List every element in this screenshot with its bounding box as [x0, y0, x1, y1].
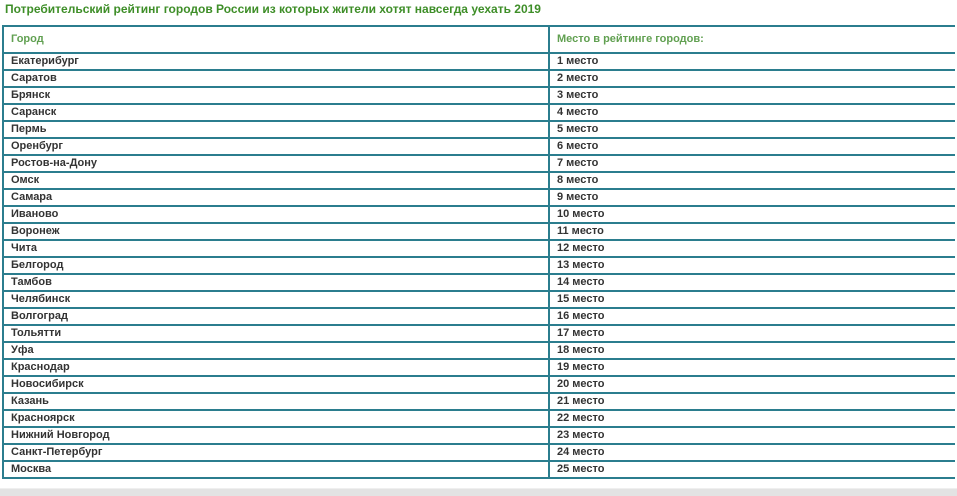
table-row: Екатерибург 1 место [4, 54, 955, 71]
place-cell: 12 место [557, 242, 605, 254]
place-cell: 17 место [557, 327, 605, 339]
table-row: Чита 12 место [4, 241, 955, 258]
place-cell: 19 место [557, 361, 605, 373]
table-header-row: Город Место в рейтинге городов: [4, 27, 955, 54]
column-header-place: Место в рейтинге городов: [557, 33, 704, 45]
city-cell: Красноярск [4, 411, 550, 426]
table-row: Брянск 3 место [4, 88, 955, 105]
city-cell: Нижний Новгород [4, 428, 550, 443]
city-cell: Волгоград [4, 309, 550, 324]
place-cell: 21 место [557, 395, 605, 407]
table-row: Оренбург 6 место [4, 139, 955, 156]
place-cell: 16 место [557, 310, 605, 322]
table-row: Волгоград 16 место [4, 309, 955, 326]
city-cell: Екатерибург [4, 54, 550, 69]
place-cell: 3 место [557, 89, 599, 101]
city-cell: Ростов-на-Дону [4, 156, 550, 171]
table-body: Екатерибург 1 место Саратов 2 место Брянск 3 … [4, 54, 955, 479]
city-cell: Брянск [4, 88, 550, 103]
place-cell: 2 место [557, 72, 599, 84]
place-cell: 9 место [557, 191, 599, 203]
place-cell: 15 место [557, 293, 605, 305]
place-cell: 24 место [557, 446, 605, 458]
place-cell: 11 место [557, 225, 604, 237]
table-row: Казань 21 место [4, 394, 955, 411]
place-cell: 14 место [557, 276, 605, 288]
city-cell: Омск [4, 173, 550, 188]
city-cell: Самара [4, 190, 550, 205]
table-row: Ростов-на-Дону 7 место [4, 156, 955, 173]
place-cell: 5 место [557, 123, 599, 135]
place-cell: 13 место [557, 259, 605, 271]
city-cell: Москва [4, 462, 550, 477]
city-cell: Челябинск [4, 292, 550, 307]
table-row: Тамбов 14 место [4, 275, 955, 292]
place-cell: 4 место [557, 106, 599, 118]
table-row: Белгород 13 место [4, 258, 955, 275]
table-row: Москва 25 место [4, 462, 955, 479]
table-row: Тольятти 17 место [4, 326, 955, 343]
city-cell: Воронеж [4, 224, 550, 239]
horizontal-scrollbar[interactable] [0, 488, 957, 496]
place-cell: 22 место [557, 412, 605, 424]
city-cell: Саранск [4, 105, 550, 120]
city-cell: Оренбург [4, 139, 550, 154]
city-cell: Саратов [4, 71, 550, 86]
table-row: Воронеж 11 место [4, 224, 955, 241]
table-row: Санкт-Петербург 24 место [4, 445, 955, 462]
city-cell: Санкт-Петербург [4, 445, 550, 460]
table-row: Самара 9 место [4, 190, 955, 207]
table-row: Челябинск 15 место [4, 292, 955, 309]
city-cell: Пермь [4, 122, 550, 137]
city-cell: Белгород [4, 258, 550, 273]
city-cell: Новосибирск [4, 377, 550, 392]
table-row: Краснодар 19 место [4, 360, 955, 377]
place-cell: 6 место [557, 140, 599, 152]
city-cell: Тольятти [4, 326, 550, 341]
place-cell: 8 место [557, 174, 599, 186]
table-row: Красноярск 22 место [4, 411, 955, 428]
table-row: Иваново 10 место [4, 207, 955, 224]
city-rating-table: Город Место в рейтинге городов: Екатериб… [2, 25, 955, 479]
place-cell: 10 место [557, 208, 605, 220]
city-cell: Краснодар [4, 360, 550, 375]
place-cell: 1 место [557, 55, 599, 67]
city-cell: Казань [4, 394, 550, 409]
column-header-city: Город [4, 27, 550, 52]
table-row: Уфа 18 место [4, 343, 955, 360]
table-row: Нижний Новгород 23 место [4, 428, 955, 445]
city-cell: Чита [4, 241, 550, 256]
page-title: Потребительский рейтинг городов России и… [5, 2, 541, 16]
table-row: Пермь 5 место [4, 122, 955, 139]
place-cell: 23 место [557, 429, 605, 441]
place-cell: 7 место [557, 157, 599, 169]
place-cell: 25 место [557, 463, 605, 475]
place-cell: 18 место [557, 344, 605, 356]
table-row: Новосибирск 20 место [4, 377, 955, 394]
city-cell: Уфа [4, 343, 550, 358]
city-cell: Иваново [4, 207, 550, 222]
city-cell: Тамбов [4, 275, 550, 290]
table-row: Саратов 2 место [4, 71, 955, 88]
place-cell: 20 место [557, 378, 605, 390]
table-row: Саранск 4 место [4, 105, 955, 122]
table-row: Омск 8 место [4, 173, 955, 190]
